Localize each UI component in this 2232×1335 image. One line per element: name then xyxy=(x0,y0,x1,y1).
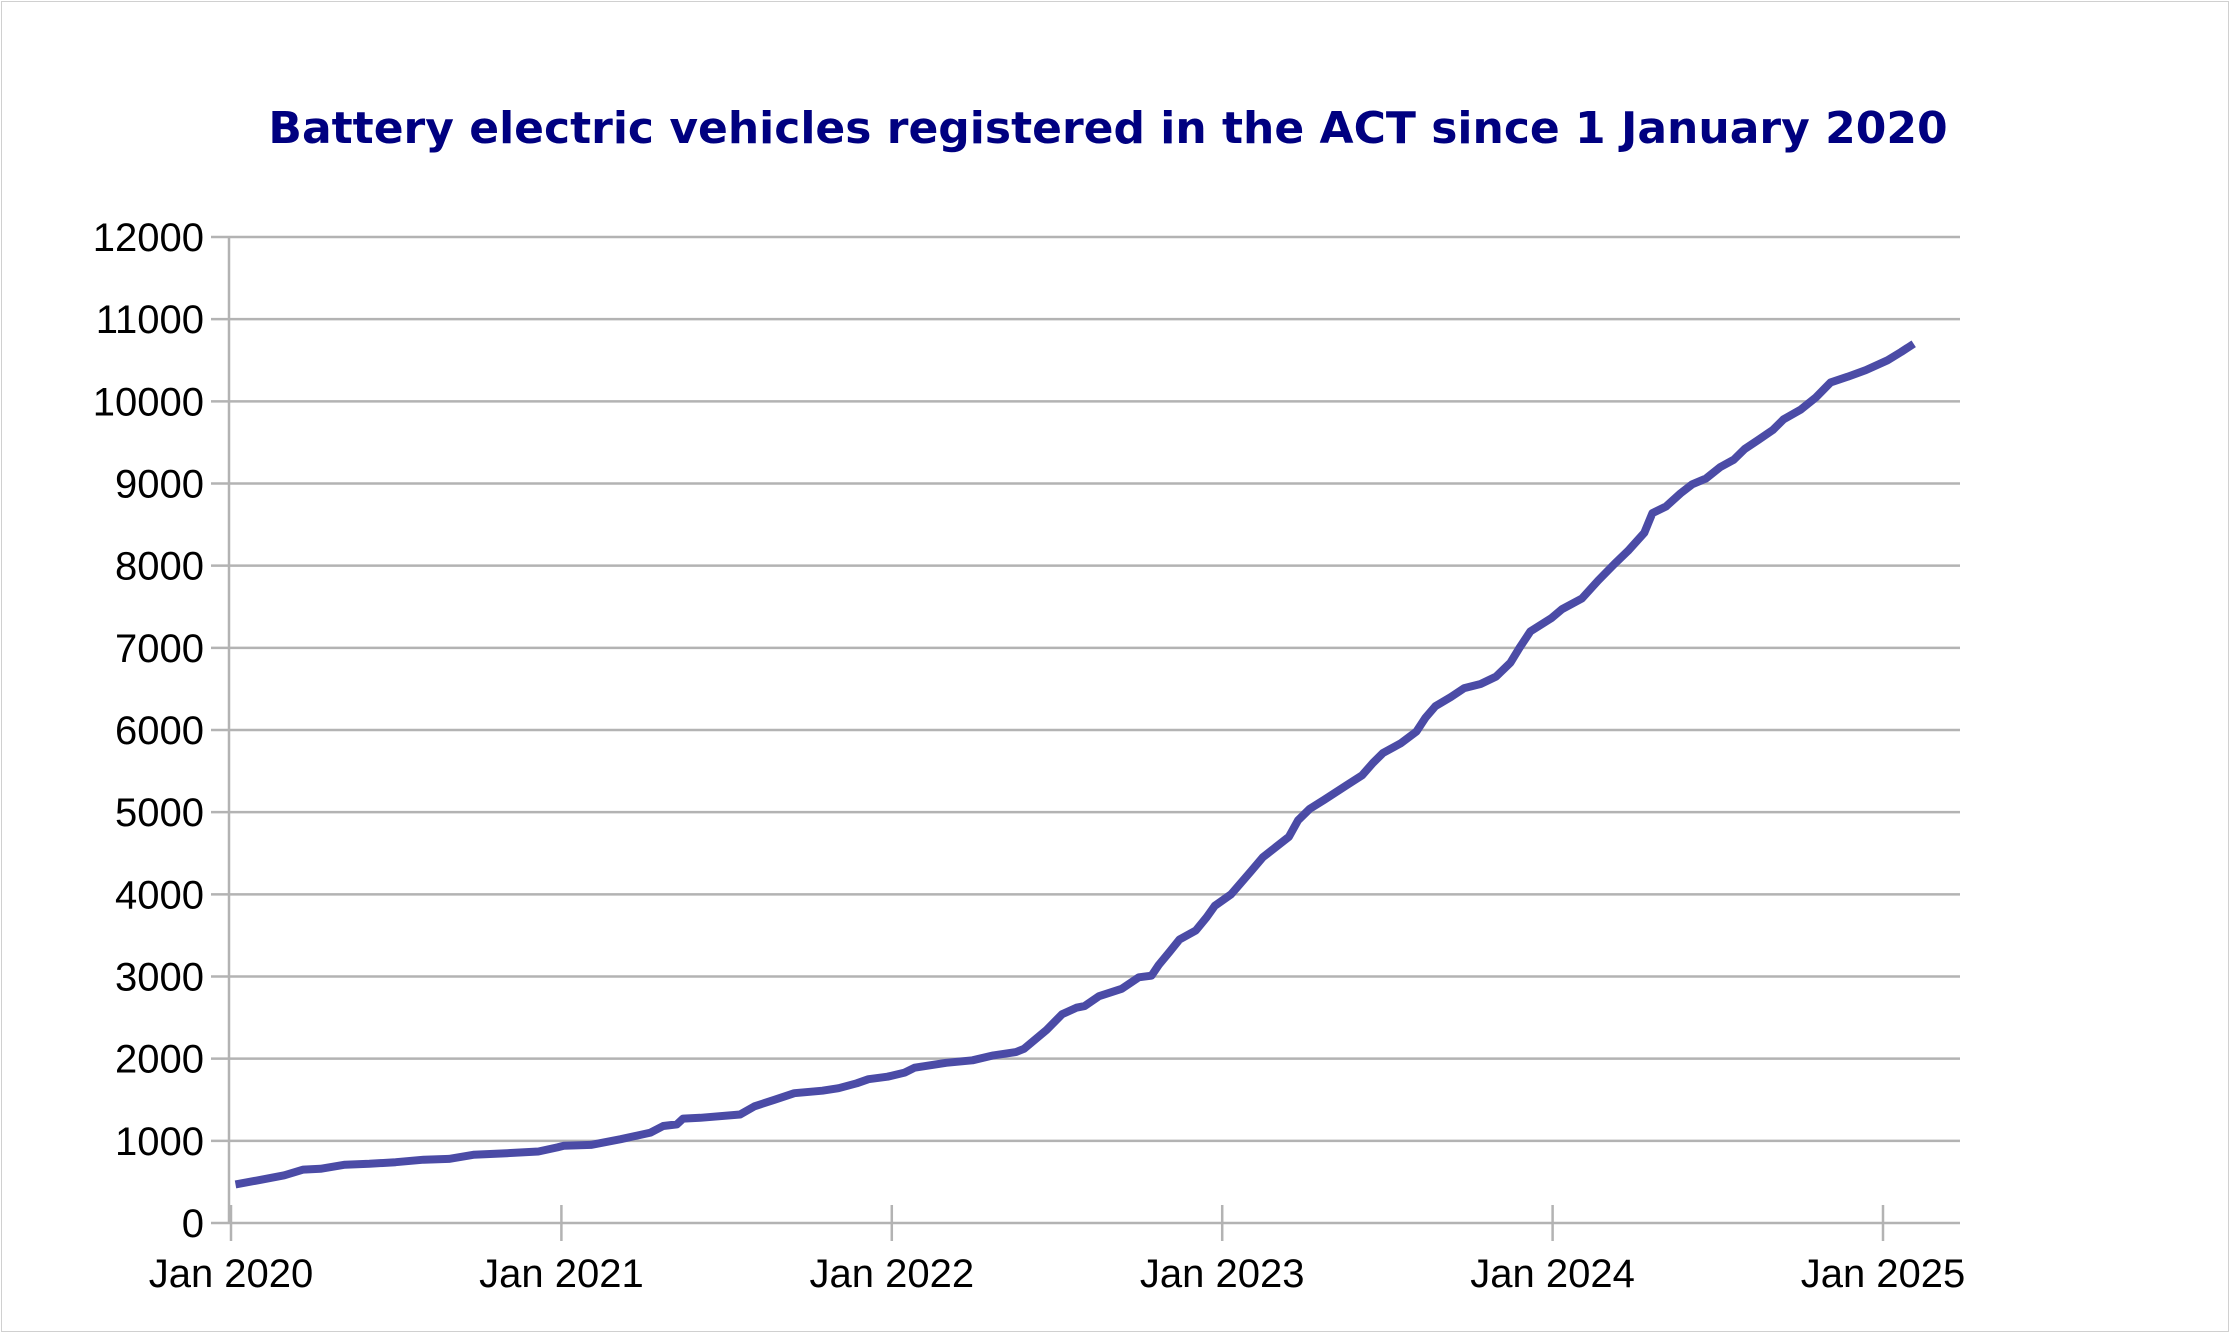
y-tick-label: 6000 xyxy=(115,709,204,753)
x-axis: Jan 2020 Jan 2021 Jan 2022 Jan 2023 Jan 2024… xyxy=(149,1205,1966,1296)
x-tick-label: Jan 2024 xyxy=(1470,1252,1635,1296)
x-tick-label: Jan 2020 xyxy=(149,1252,314,1296)
y-tick-label: 2000 xyxy=(115,1038,204,1082)
series-line xyxy=(234,340,1916,1189)
y-tick-label: 12000 xyxy=(93,216,204,260)
y-tick-label: 9000 xyxy=(115,463,204,507)
y-tick-label: 10000 xyxy=(93,380,204,424)
x-tick-label: Jan 2021 xyxy=(479,1252,644,1296)
x-tick-label: Jan 2022 xyxy=(810,1252,975,1296)
y-tick-label: 4000 xyxy=(115,873,204,917)
grid-lines xyxy=(211,235,1960,1225)
x-tick-label: Jan 2023 xyxy=(1140,1252,1305,1296)
y-tick-label: 0 xyxy=(182,1202,204,1246)
y-tick-label: 5000 xyxy=(115,791,204,835)
y-tick-label: 11000 xyxy=(96,298,204,342)
y-tick-label: 8000 xyxy=(115,545,204,589)
chart-title: Battery electric vehicles registered in … xyxy=(268,103,1947,154)
y-tick-label: 3000 xyxy=(115,956,204,1000)
y-tick-label: 7000 xyxy=(115,627,204,671)
x-tick-label: Jan 2025 xyxy=(1801,1252,1966,1296)
y-tick-label: 1000 xyxy=(115,1120,204,1164)
y-axis: 0 1000 2000 3000 4000 5000 6000 7000 8000 9000 100… xyxy=(93,216,204,1246)
